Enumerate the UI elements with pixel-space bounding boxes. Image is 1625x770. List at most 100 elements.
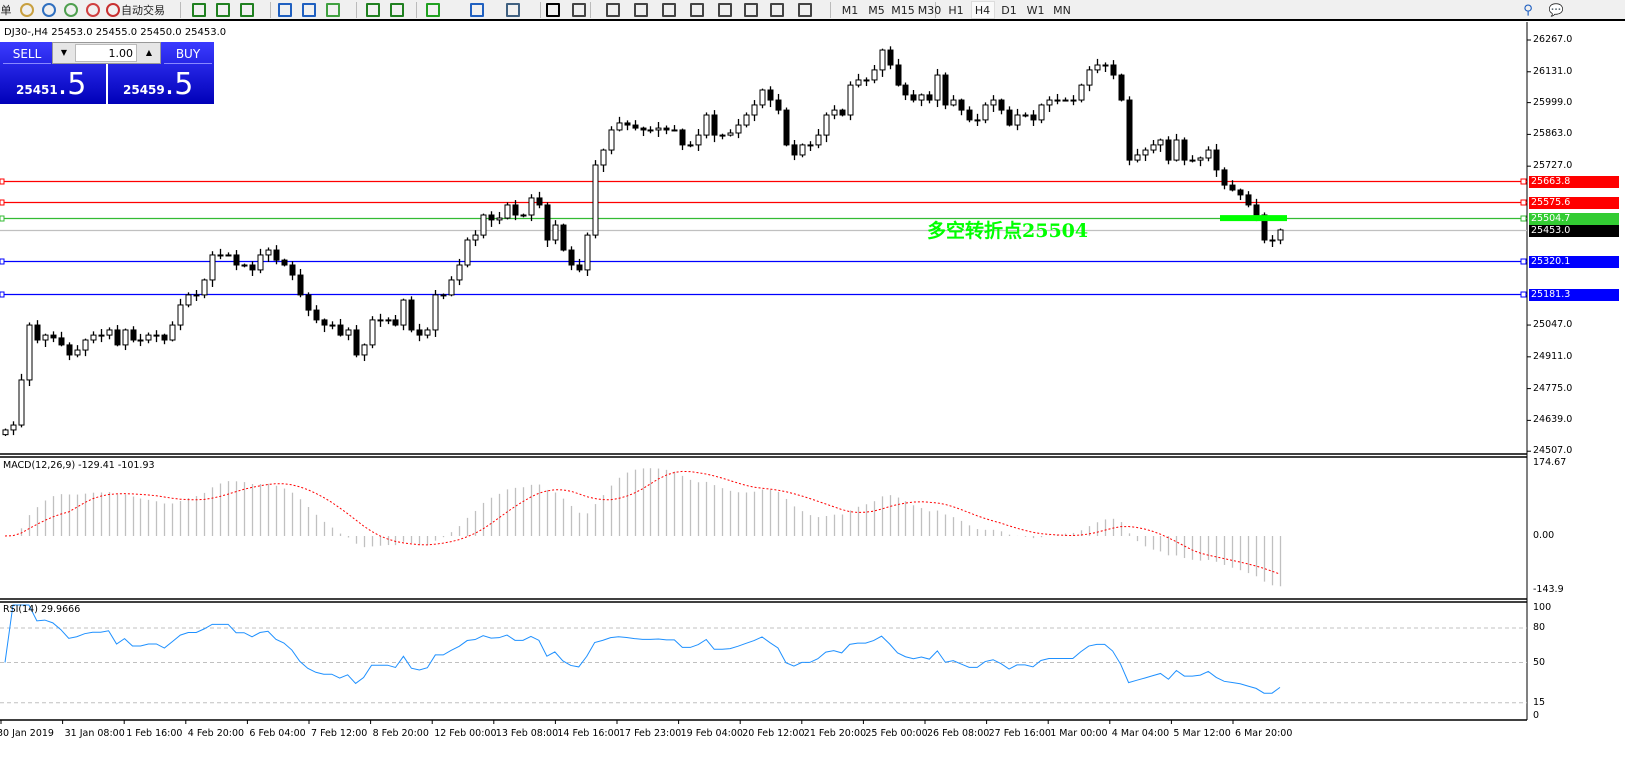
timeframe-m1[interactable]: M1 xyxy=(841,3,859,17)
chart-shift-icon[interactable] xyxy=(388,1,406,19)
candle-bull xyxy=(982,104,989,121)
zoom-out-icon[interactable] xyxy=(300,1,318,19)
candle-bull xyxy=(177,304,184,326)
lot-increase-button[interactable]: ▲ xyxy=(145,48,153,57)
candle-bull xyxy=(520,214,527,217)
candle-bear xyxy=(783,109,790,146)
time-axis-label: 20 Feb 12:00 xyxy=(742,728,805,739)
time-axis-label: 26 Feb 08:00 xyxy=(927,728,990,739)
trendline-icon[interactable] xyxy=(660,1,678,19)
signal-icon[interactable] xyxy=(84,1,102,19)
timeframe-h1[interactable]: H1 xyxy=(948,3,964,17)
candle-bear xyxy=(1229,184,1236,191)
timeframe-w1[interactable]: W1 xyxy=(1026,3,1045,17)
autotrade-icon[interactable] xyxy=(104,1,122,19)
candle-bear xyxy=(791,144,798,156)
candle-bear xyxy=(392,319,399,326)
candle-bull xyxy=(600,149,607,166)
candle-bear xyxy=(895,64,902,86)
crosshair-icon[interactable] xyxy=(570,1,588,19)
candle-bull xyxy=(1022,114,1029,117)
candle-bull xyxy=(918,94,925,101)
candle-bear xyxy=(1030,114,1037,121)
candle-bear xyxy=(624,122,631,126)
buy-price: 25459 xyxy=(123,83,165,97)
text-icon[interactable] xyxy=(742,1,760,19)
candle-bear xyxy=(297,274,304,296)
candle-bull xyxy=(1173,139,1180,161)
timeframe-d1[interactable]: D1 xyxy=(1001,3,1017,17)
candle-bull xyxy=(703,114,710,136)
zoom-in-icon[interactable] xyxy=(276,1,294,19)
toolbar-partial-label[interactable]: 单 xyxy=(0,4,12,17)
timeframe-m15[interactable]: M15 xyxy=(891,3,915,17)
bar-chart-icon[interactable] xyxy=(190,1,208,19)
lot-input[interactable] xyxy=(75,44,137,62)
candle-bear xyxy=(161,334,168,341)
candle-bear xyxy=(1006,109,1013,126)
timeframe-mn[interactable]: MN xyxy=(1053,3,1071,17)
cursor-icon[interactable] xyxy=(544,1,562,19)
macd-axis-label: 174.67 xyxy=(1533,457,1567,468)
equidistant-channel-icon[interactable] xyxy=(688,1,706,19)
sell-price: 25451 xyxy=(16,83,58,97)
arrows-icon[interactable] xyxy=(796,1,814,19)
account-icon[interactable] xyxy=(62,1,80,19)
candle-bull xyxy=(751,104,758,116)
candle-bull xyxy=(974,119,981,122)
horizontal-line-icon[interactable] xyxy=(632,1,650,19)
candle-bull xyxy=(1070,99,1077,102)
search-icon[interactable]: ⚲ xyxy=(1523,2,1533,18)
rsi-line xyxy=(4,604,1281,694)
candle-bull xyxy=(592,164,599,236)
time-axis-label: 6 Mar 20:00 xyxy=(1235,728,1293,739)
templates-icon[interactable] xyxy=(504,1,522,19)
timeframe-h4[interactable]: H4 xyxy=(970,1,995,19)
level-price-tag: 25181.3 xyxy=(1529,288,1619,301)
time-axis-label: 21 Feb 20:00 xyxy=(803,728,867,739)
line-chart-icon[interactable] xyxy=(238,1,256,19)
candle-bear xyxy=(321,319,328,326)
vertical-line-icon[interactable] xyxy=(604,1,622,19)
toolbar: 单 自动交易 M1 M5 M15 M30 H1 H4 D1 W1 MN ⚲ 💬 xyxy=(0,0,1625,21)
candle-bull xyxy=(201,279,208,296)
candle-bear xyxy=(130,329,137,341)
fibonacci-icon[interactable] xyxy=(716,1,734,19)
candle-bull xyxy=(687,144,694,147)
candle-bull xyxy=(18,379,25,426)
candle-bull xyxy=(369,319,376,346)
candlestick-icon[interactable] xyxy=(214,1,232,19)
pivot-bar xyxy=(1220,215,1287,222)
candle-bear xyxy=(353,329,360,356)
candle-bull xyxy=(616,122,623,131)
candle-bear xyxy=(337,324,344,336)
level-handle xyxy=(0,178,5,185)
candle-bear xyxy=(50,334,57,339)
autotrade-button-label[interactable]: 自动交易 xyxy=(121,4,165,17)
lot-decrease-button[interactable]: ▼ xyxy=(60,48,68,57)
time-axis-label: 27 Feb 16:00 xyxy=(988,728,1051,739)
text-label-icon[interactable] xyxy=(768,1,786,19)
auto-scroll-icon[interactable] xyxy=(364,1,382,19)
chat-icon[interactable]: 💬 xyxy=(1548,3,1564,17)
candle-bull xyxy=(727,132,734,136)
periods-icon[interactable] xyxy=(468,1,486,19)
candle-bull xyxy=(385,319,392,322)
candle-bull xyxy=(1086,69,1093,86)
timeframe-m30[interactable]: M30 xyxy=(917,3,942,17)
folder-icon[interactable] xyxy=(40,1,58,19)
indicators-icon[interactable] xyxy=(424,1,442,19)
tile-windows-icon[interactable] xyxy=(324,1,342,19)
candle-bull xyxy=(647,129,654,132)
price-axis-label: 25999.0 xyxy=(1533,96,1573,108)
candle-bear xyxy=(66,344,73,356)
timeframe-m5[interactable]: M5 xyxy=(868,3,885,17)
candle-bear xyxy=(289,264,296,276)
time-axis-label: 14 Feb 16:00 xyxy=(557,728,620,739)
level-handle xyxy=(0,291,5,298)
chart-style-icon[interactable] xyxy=(18,1,36,19)
time-axis-label: 13 Feb 08:00 xyxy=(495,728,559,739)
time-axis-label: 6 Feb 04:00 xyxy=(249,728,306,739)
price-axis-label: 24507.0 xyxy=(1533,445,1573,457)
